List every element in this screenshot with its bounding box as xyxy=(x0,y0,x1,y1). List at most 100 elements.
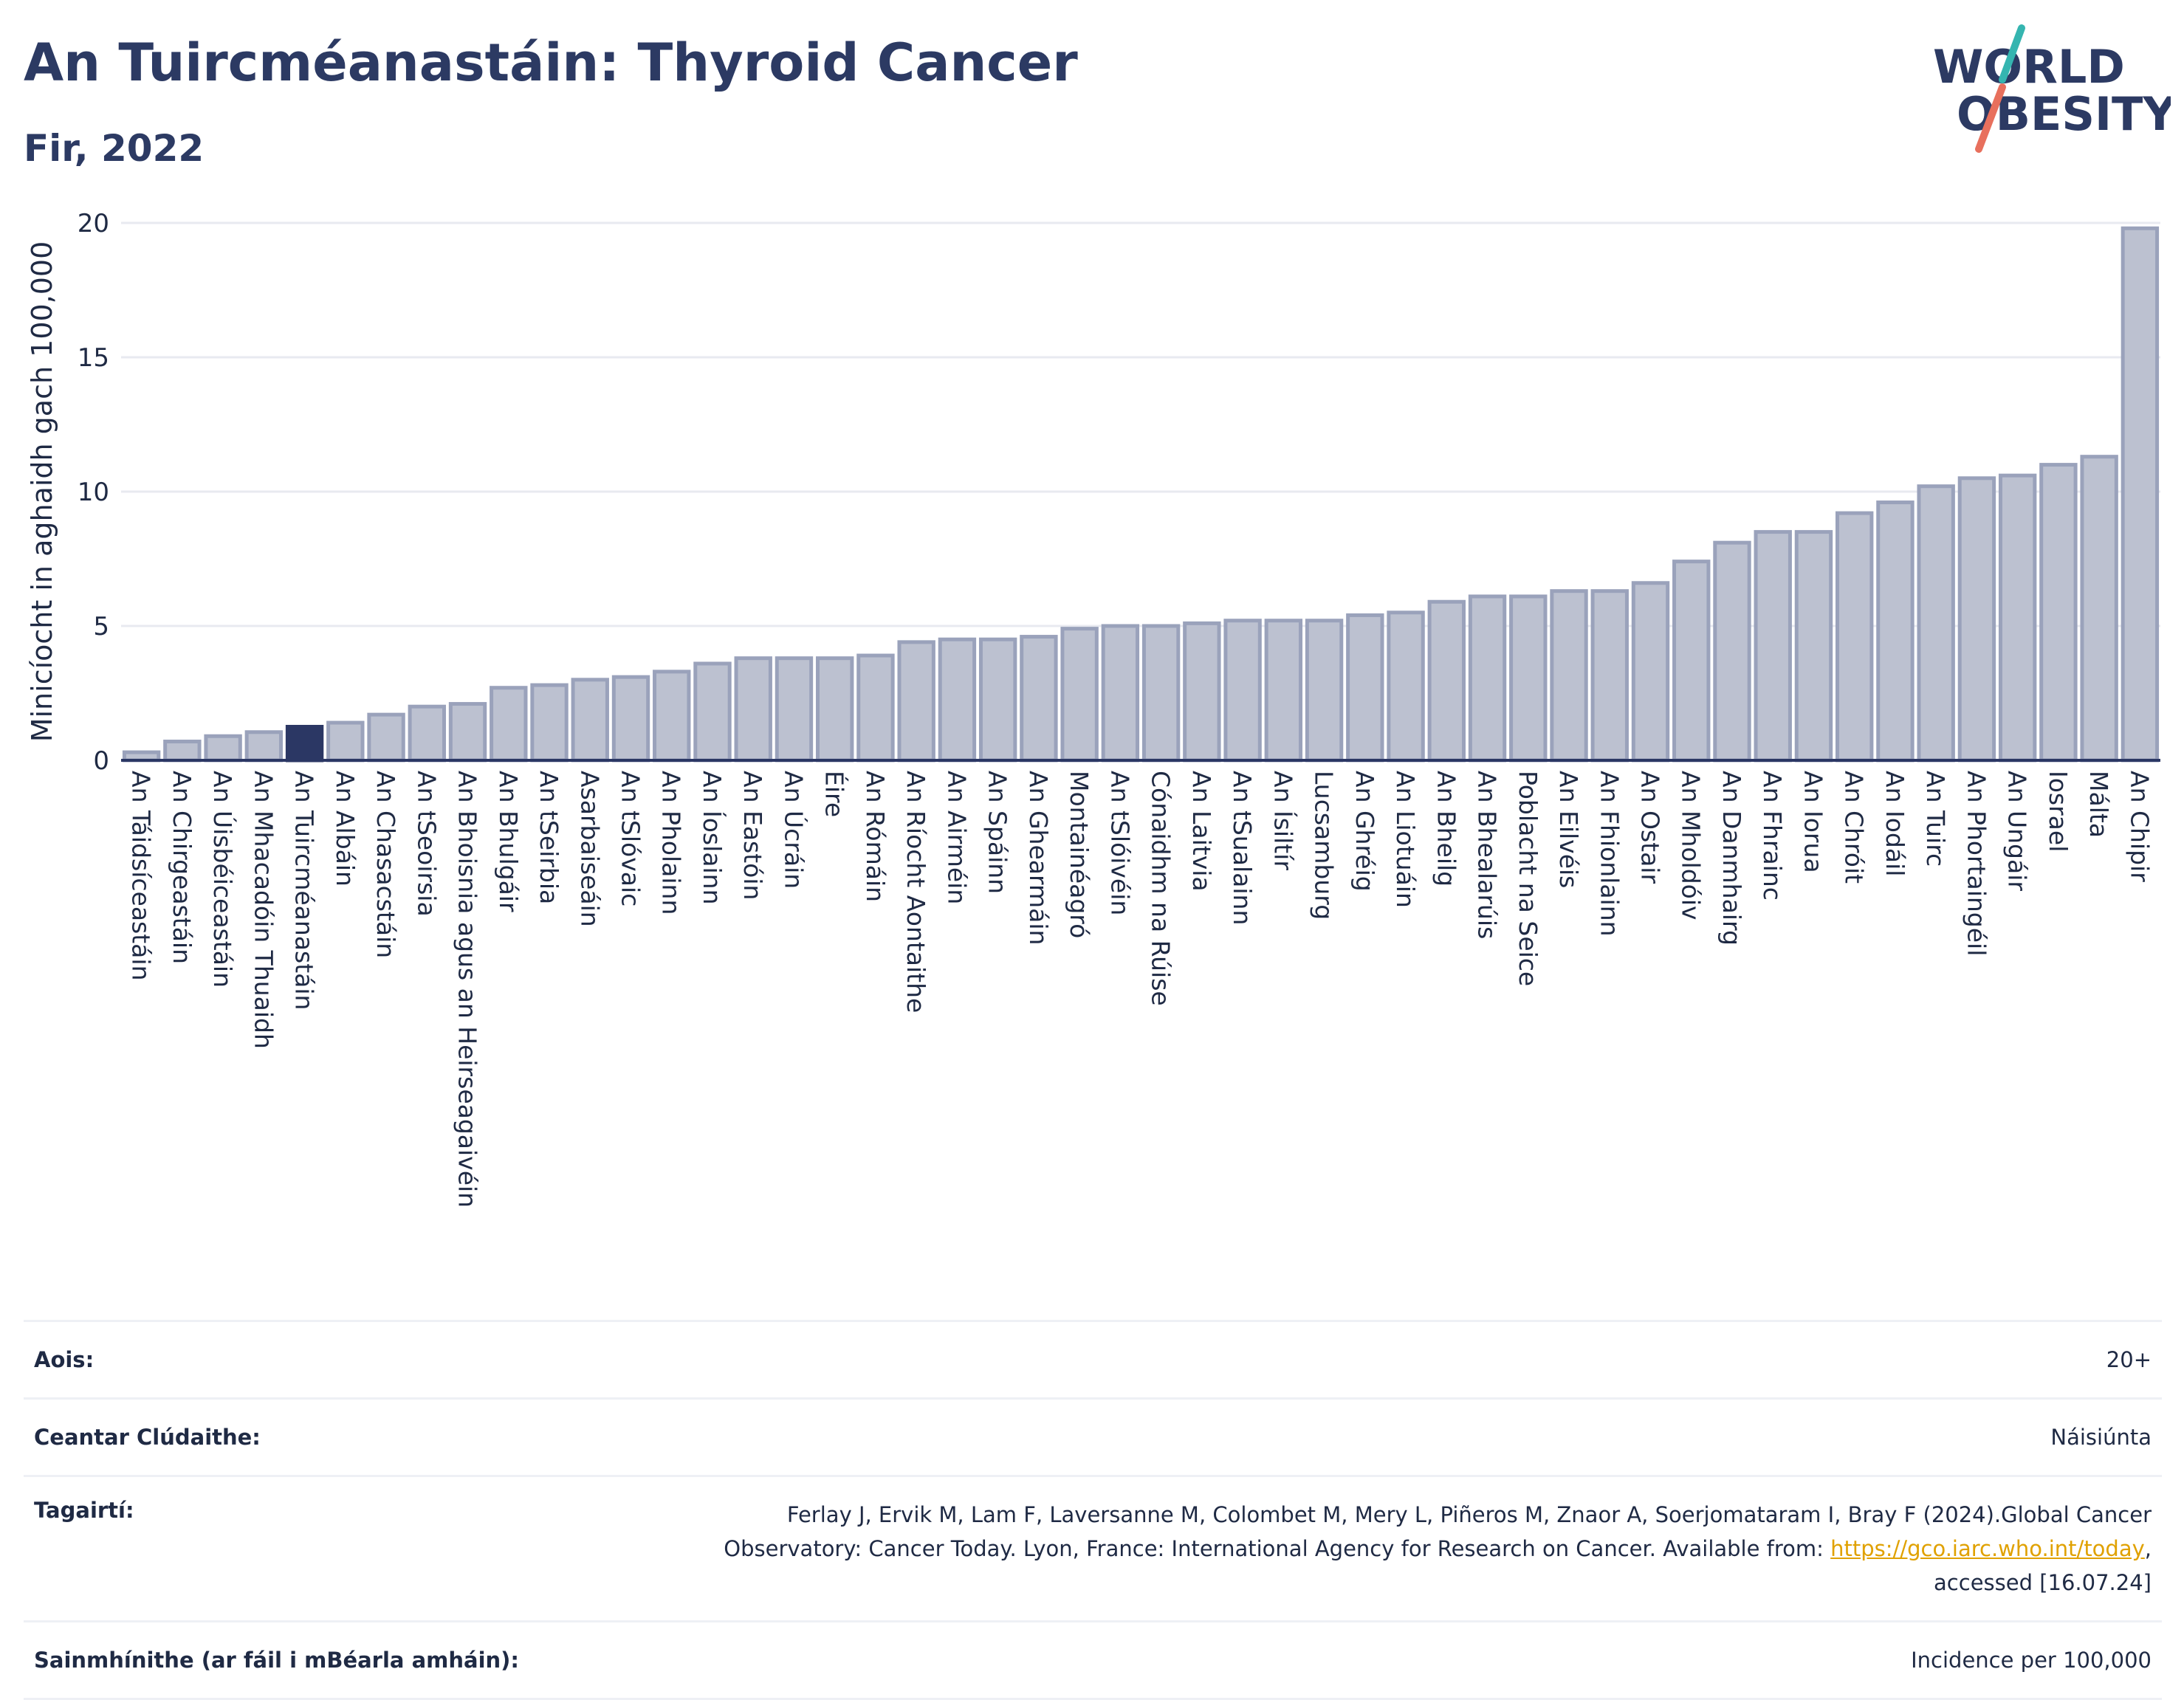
x-tick-label: Éire xyxy=(820,771,850,817)
bar xyxy=(571,678,609,763)
x-tick-label: An Ísiltír xyxy=(1268,771,1298,870)
x-tick-label: An Fhrainc xyxy=(1758,771,1787,901)
x-tick-label: An Spáinn xyxy=(983,771,1012,894)
x-tick-label: Montainéagró xyxy=(1065,771,1093,938)
x-tick-label: An Chirgeastáin xyxy=(168,771,196,964)
bar xyxy=(1264,619,1303,763)
bar xyxy=(693,661,732,763)
x-tick-label: An Pholainn xyxy=(657,771,686,915)
bar xyxy=(1590,589,1629,763)
x-tick-label: An Ríocht Aontaithe xyxy=(902,771,930,1013)
bar xyxy=(2039,463,2078,763)
x-tick-label: An Chasacstáin xyxy=(371,771,400,958)
bar xyxy=(1550,589,1588,763)
x-tick-label: An Bhealarúis xyxy=(1473,771,1502,939)
bar xyxy=(897,640,935,763)
bar xyxy=(775,656,814,763)
reference-line-2-end: , xyxy=(2144,1536,2152,1561)
bar xyxy=(1223,619,1262,763)
area-label: Ceantar Clúdaithe: xyxy=(34,1425,261,1450)
bar xyxy=(1468,594,1507,763)
references-label: Tagairtí: xyxy=(34,1498,134,1523)
bar xyxy=(490,686,528,763)
y-tick-label: 0 xyxy=(93,746,109,776)
x-tick-label: An Bheilg xyxy=(1432,771,1460,887)
bar xyxy=(1387,610,1425,763)
bar xyxy=(1917,484,1955,763)
bar xyxy=(367,712,405,763)
bar xyxy=(1020,635,1058,763)
reference-link[interactable]: https://gco.iarc.who.int/today xyxy=(1830,1536,2145,1561)
bar xyxy=(2121,226,2160,763)
x-tick-label: An Mhacadóin Thuaidh xyxy=(249,771,278,1049)
x-tick-label: An tSlóvaic xyxy=(617,771,645,906)
x-tick-label: Cónaidhm na Rúise xyxy=(1147,771,1175,1006)
y-tick-label: 15 xyxy=(78,343,109,373)
logo-slash-teal xyxy=(1999,24,2025,83)
bar xyxy=(1876,500,1915,763)
definitions-value: Incidence per 100,000 xyxy=(1911,1648,2152,1673)
bar xyxy=(1183,621,1221,763)
x-tick-label: An Iorua xyxy=(1799,771,1827,873)
x-tick-label: An Íoslainn xyxy=(698,771,727,904)
bar xyxy=(1754,530,1792,763)
x-tick-label: An Ungáir xyxy=(2003,771,2032,891)
reference-line-2: Observatory: Cancer Today. Lyon, France:… xyxy=(724,1536,1831,1561)
x-tick-label: Iosrael xyxy=(2044,771,2073,852)
bar xyxy=(1713,540,1751,763)
y-axis-label: Minicíocht in aghaidh gach 100,000 xyxy=(26,241,58,743)
x-tick-label: An Liotuáin xyxy=(1391,771,1420,908)
x-tick-label: An Tuircméanastáin xyxy=(290,771,319,1010)
bar xyxy=(1509,594,1548,763)
bar xyxy=(1305,619,1344,763)
bar xyxy=(978,637,1017,763)
x-tick-label: An Eilvéis xyxy=(1554,771,1583,888)
x-tick-label: An Ghearmáin xyxy=(1024,771,1053,945)
x-tick-label: An Iodáil xyxy=(1881,771,1909,876)
bar xyxy=(2080,455,2118,763)
logo-line-1: WORLD xyxy=(1933,40,2125,94)
y-tick-label: 20 xyxy=(78,209,109,238)
x-tick-label: An Airméin xyxy=(942,771,971,904)
bar xyxy=(1427,599,1466,763)
page-title: An Tuircméanastáin: Thyroid Cancer xyxy=(24,32,1078,93)
bar xyxy=(204,734,242,763)
bar xyxy=(734,656,772,763)
logo-slash-coral xyxy=(1975,83,2006,153)
x-tick-label: An Chróit xyxy=(1840,771,1869,884)
x-tick-label: An tSeirbia xyxy=(535,771,563,904)
bar-highlighted xyxy=(285,725,324,763)
meta-row-references: Tagairtí: Ferlay J, Ervik M, Lam F, Lave… xyxy=(24,1475,2162,1620)
x-tick-label: Asarbaiseáin xyxy=(575,771,604,927)
reference-line-3: accessed [16.07.24] xyxy=(1934,1570,2152,1595)
x-tick-label: An Bhoisnia agus an Heirseagaivéin xyxy=(453,771,482,1208)
world-obesity-logo: WORLD OBESITY xyxy=(1933,24,2171,153)
metadata-table: Aois: 20+ Ceantar Clúdaithe: Náisiúnta T… xyxy=(24,1320,2162,1700)
bar xyxy=(1060,627,1099,763)
bar xyxy=(653,670,691,763)
bar xyxy=(1672,560,1711,763)
x-tick-label: An tSeoirsia xyxy=(412,771,441,917)
page-subtitle: Fir, 2022 xyxy=(24,127,205,170)
bar xyxy=(611,675,650,763)
bar xyxy=(408,704,447,763)
bar xyxy=(530,683,569,763)
meta-row-area: Ceantar Clúdaithe: Náisiúnta xyxy=(24,1397,2162,1475)
x-tick-label: An Chipir xyxy=(2125,771,2154,882)
meta-row-age: Aois: 20+ xyxy=(24,1320,2162,1397)
bar xyxy=(244,730,284,763)
x-tick-label: An Rómáin xyxy=(861,771,890,902)
meta-row-definitions: Sainmhínithe (ar fáil i mBéarla amháin):… xyxy=(24,1620,2162,1700)
age-value: 20+ xyxy=(2106,1347,2152,1372)
x-tick-label: An Albáin xyxy=(331,771,360,887)
y-tick-label: 5 xyxy=(93,612,109,641)
bar xyxy=(938,637,977,763)
x-tick-label: An Mholdóiv xyxy=(1677,771,1706,920)
x-tick-label: An Táidsíceastáin xyxy=(127,771,156,980)
bar-layer xyxy=(122,226,2160,763)
x-tick-label: An Ghréig xyxy=(1350,771,1379,892)
bar xyxy=(1835,511,1874,763)
x-tick-label: An Laitvia xyxy=(1187,771,1216,892)
references-value: Ferlay J, Ervik M, Lam F, Laversanne M, … xyxy=(724,1498,2152,1600)
x-tick-label: Poblacht na Seice xyxy=(1514,771,1542,986)
